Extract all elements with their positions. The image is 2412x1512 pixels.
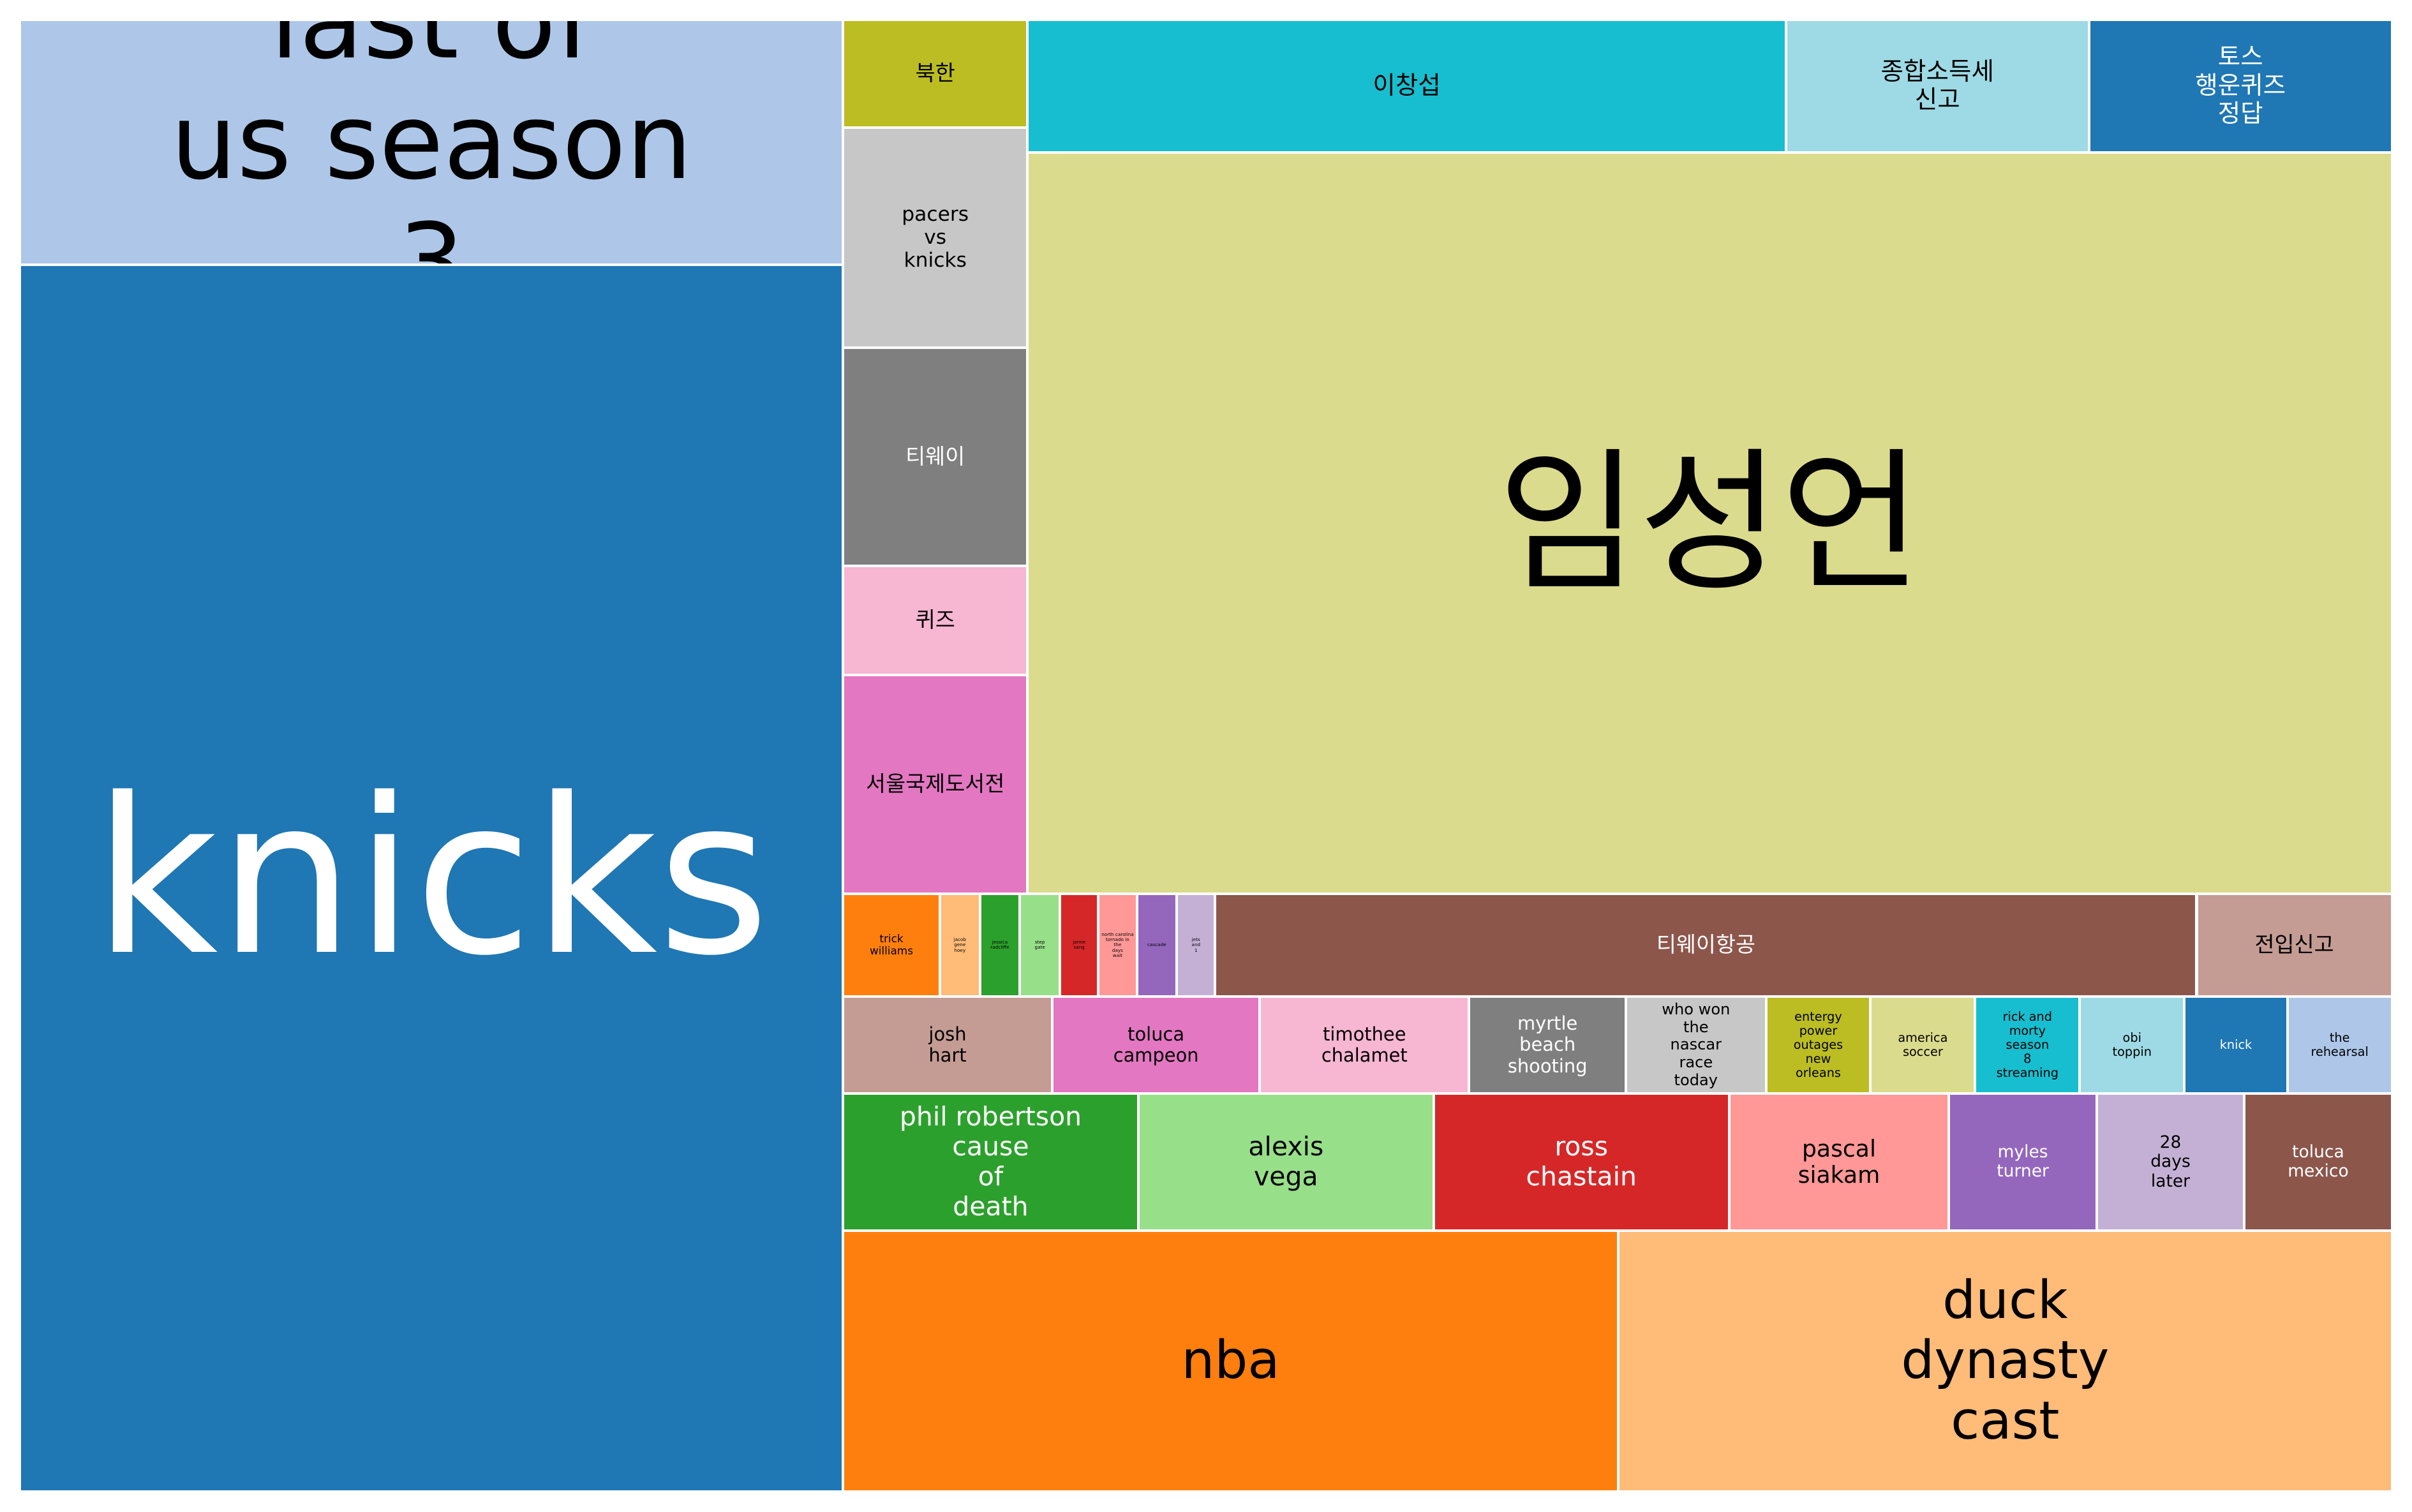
treemap-cell-jamie-sang: jamie sang [1059,893,1099,997]
treemap-label: toluca mexico [2288,1141,2349,1182]
treemap-cell-who-won-the-nascar-race-today: who won the nascar race today [1626,997,1766,1094]
treemap-label: duck dynasty cast [1901,1270,2110,1451]
treemap-cell-duck-dynasty-cast: duck dynasty cast [1618,1230,2392,1492]
treemap-label: 북한 [915,61,955,86]
treemap-label: 티웨이항공 [1656,931,1756,957]
treemap-cell-the-rehearsal: the rehearsal [2287,997,2392,1094]
treemap-cell-myles-turner: myles turner [1949,1093,2097,1231]
treemap-cell-josh-hart: josh hart [843,997,1052,1094]
treemap-cell-jets-1: jets and 1 [1177,893,1216,997]
treemap-cell-pacers-vs-knicks: pacers vs knicks [843,128,1028,348]
treemap-cell-20: 전입신고 [2196,893,2392,997]
treemap-cell-pascal-siakam: pascal siakam [1729,1093,1949,1231]
treemap-label: rick and morty season 8 streaming [1996,1009,2058,1081]
treemap-label: 티웨이 [905,443,965,469]
treemap-label: 토스 행운퀴즈 정답 [2195,43,2286,129]
treemap-cell-trick-williams: trick williams [843,893,940,997]
treemap-label: pacers vs knicks [902,203,969,272]
treemap-cell-toluca-mexico: toluca mexico [2244,1093,2392,1231]
treemap-cell-7: 이창섭 [1027,20,1786,152]
treemap-label: 서울국제도서전 [866,771,1005,797]
treemap-label: north carolina tornado in the days wait [1101,931,1134,958]
treemap-cell-28-days-later: 28 days later [2096,1093,2245,1231]
treemap-cell-timothee-chalamet: timothee chalamet [1260,997,1470,1094]
treemap-cell-19: 티웨이항공 [1215,893,2197,997]
treemap-cell-2: 북한 [843,20,1028,128]
treemap-cell-last-of-us-season-3: last of us season 3 [20,20,844,265]
treemap-label: 임성언 [1497,433,1923,613]
treemap-cell-step-gate: step gate [1020,893,1060,997]
treemap-label: ross chastain [1526,1131,1637,1192]
treemap-label: last of us season 3 [170,20,692,265]
treemap-cell-rick-and-morty-season-8-streaming: rick and morty season 8 streaming [1975,997,2080,1094]
treemap-cell-alexis-vega: alexis vega [1138,1093,1434,1231]
treemap-cell-jessica-radcliffe: jessica radcliffe [979,893,1020,997]
treemap-label: knicks [93,752,770,1004]
treemap-label: obi toppin [2112,1030,2152,1060]
treemap-label: jacob gene hoey [953,936,966,953]
treemap-label: entergy power outages new orleans [1793,1009,1843,1081]
treemap-label: knick [2219,1037,2252,1052]
treemap-label: alexis vega [1248,1131,1324,1192]
treemap-cell-ross-chastain: ross chastain [1433,1093,1729,1231]
treemap-label: phil robertson cause of death [899,1101,1082,1222]
treemap-cell-north-carolina-tornado-in-the-days-wait: north carolina tornado in the days wait [1098,893,1137,997]
treemap-cell-phil-robertson-cause-of-death: phil robertson cause of death [843,1093,1138,1231]
treemap-cell-8: 종합소득세 신고 [1785,20,2089,152]
treemap-cell-knicks: knicks [20,264,844,1492]
treemap-cell-10: 임성언 [1027,152,2392,894]
treemap-label: america soccer [1898,1030,1948,1060]
treemap-label: toluca campeon [1113,1023,1199,1067]
treemap-label: pascal siakam [1798,1134,1880,1189]
treemap-label: nba [1181,1330,1280,1391]
treemap-cell-toluca-campeon: toluca campeon [1052,997,1260,1094]
treemap-label: 28 days later [2150,1132,2191,1191]
treemap-label: timothee chalamet [1321,1023,1408,1067]
treemap-label: cascade [1147,942,1166,948]
treemap-cell-entergy-power-outages-new-orleans: entergy power outages new orleans [1766,997,1871,1094]
treemap-label: jamie sang [1073,939,1086,951]
treemap-cell-jacob-gene-hoey: jacob gene hoey [939,893,980,997]
treemap-label: jessica radcliffe [990,939,1009,951]
treemap-cell-knick: knick [2184,997,2288,1094]
treemap-label: the rehearsal [2311,1030,2369,1060]
treemap-label: trick williams [869,931,914,958]
treemap-label: myrtle beach shooting [1507,1012,1588,1077]
treemap-label: who won the nascar race today [1662,1000,1731,1089]
treemap-cell-cascade: cascade [1136,893,1177,997]
treemap-cell-6: 서울국제도서전 [843,675,1028,894]
treemap-cell-obi-toppin: obi toppin [2080,997,2185,1094]
treemap-cell-5: 퀴즈 [843,566,1028,676]
treemap-label: 종합소득세 신고 [1880,57,1994,114]
treemap-label: 퀴즈 [915,607,955,633]
treemap-label: myles turner [1997,1141,2049,1182]
treemap-cell-myrtle-beach-shooting: myrtle beach shooting [1469,997,1627,1094]
treemap-label: josh hart [928,1023,967,1067]
treemap-cell-nba: nba [843,1230,1619,1492]
treemap-cell-9: 토스 행운퀴즈 정답 [2088,20,2392,152]
treemap-label: step gate [1034,939,1045,951]
treemap-label: jets and 1 [1191,936,1201,953]
treemap-cell-4: 티웨이 [843,347,1028,567]
treemap-label: 전입신고 [2254,931,2334,957]
treemap-label: 이창섭 [1373,71,1441,100]
treemap-cell-america-soccer: america soccer [1870,997,1976,1094]
